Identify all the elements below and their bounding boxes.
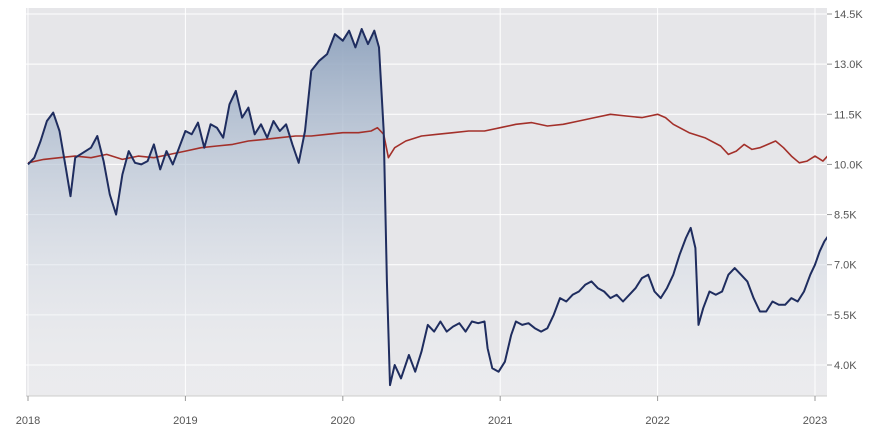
y-tick-label: 13.0K <box>834 59 863 71</box>
y-tick-label: 14.5K <box>834 9 863 21</box>
x-tick-label: 2020 <box>331 415 355 427</box>
fund-series-line <box>27 28 827 387</box>
x-axis: 2018 2019 2020 2021 2022 2023 <box>16 396 827 427</box>
y-tick-label: 8.5K <box>834 210 857 222</box>
y-axis: 4.0K 5.5K 7.0K 8.5K 10.0K 11.5K 13.0K 14.5K <box>827 9 863 372</box>
x-tick-label: 2019 <box>173 415 197 427</box>
benchmark-series-line <box>27 113 827 164</box>
y-tick-label: 10.0K <box>834 159 863 171</box>
x-tick-label: 2021 <box>488 415 512 427</box>
x-tick-label: 2022 <box>645 415 669 427</box>
y-tick-label: 4.0K <box>834 360 857 372</box>
x-tick-label: 2023 <box>803 415 827 427</box>
y-tick-label: 5.5K <box>834 310 857 322</box>
fund-series-area <box>28 29 827 396</box>
y-tick-label: 11.5K <box>834 109 863 121</box>
y-tick-label: 7.0K <box>834 260 857 272</box>
x-tick-label: 2018 <box>16 415 40 427</box>
